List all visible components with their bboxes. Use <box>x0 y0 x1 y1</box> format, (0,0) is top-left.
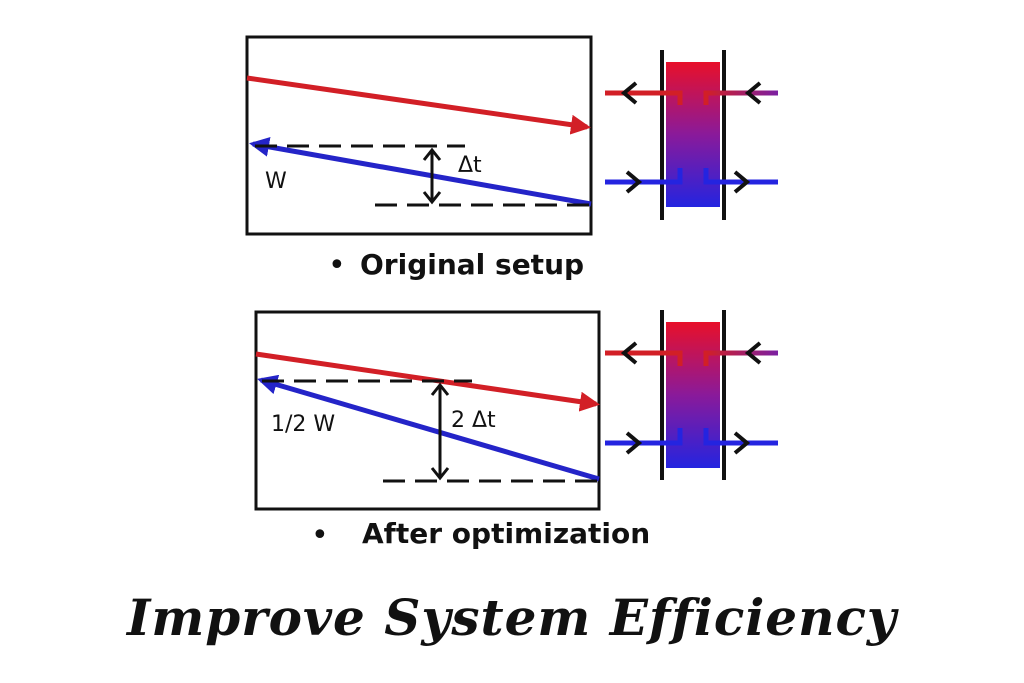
delta-t-arrow-icon <box>430 382 450 481</box>
flow-label: W <box>265 169 287 194</box>
caption-original: Original setup <box>360 248 585 281</box>
delta-label: 2 Δt <box>451 408 496 433</box>
panel-original: W Δt <box>245 35 778 236</box>
bullet-icon: • <box>311 518 329 553</box>
heat-exchanger-icon <box>605 50 778 220</box>
cold-stream-arrow-icon <box>257 374 600 482</box>
delta-label: Δt <box>458 153 482 178</box>
cold-stream-arrow-icon <box>249 136 592 207</box>
panel-optimized: 1/2 W 2 Δt <box>254 310 778 511</box>
heat-exchanger-icon <box>605 310 778 480</box>
delta-t-arrow-icon <box>422 147 442 205</box>
bullet-icon: • <box>328 248 346 283</box>
temperature-profile-box <box>254 310 601 511</box>
temperature-profile-box <box>245 35 593 236</box>
page-title: Improve System Efficiency <box>127 588 897 647</box>
caption-optimized: After optimization <box>362 517 651 550</box>
hot-stream-arrow-icon <box>255 351 600 412</box>
hot-stream-arrow-icon <box>246 75 591 135</box>
flow-label: 1/2 W <box>271 412 335 437</box>
